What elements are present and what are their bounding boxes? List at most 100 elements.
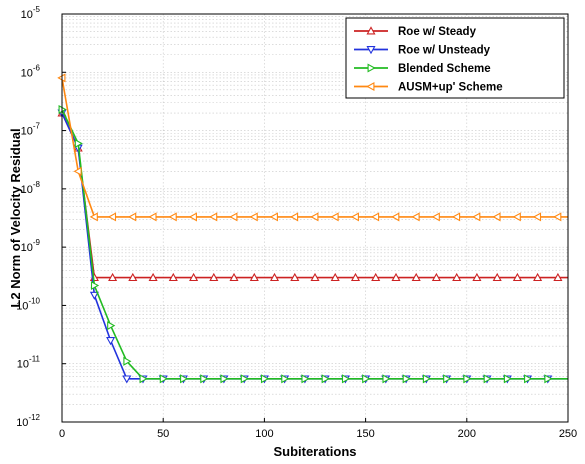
series-point	[341, 374, 351, 384]
y-tick-exponent: -11	[29, 355, 41, 364]
series-point	[310, 212, 319, 222]
series-layer	[57, 73, 568, 384]
y-tick-base: 10	[21, 184, 33, 196]
series-point	[148, 212, 157, 222]
series-point	[330, 272, 340, 282]
series-point	[107, 321, 116, 331]
series-point	[524, 374, 533, 384]
series-point	[290, 272, 300, 282]
series-point	[189, 272, 199, 282]
series-point	[443, 374, 452, 384]
y-tick-base: 10	[21, 67, 33, 79]
series-point	[249, 272, 259, 282]
legend-label: AUSM+up' Scheme	[398, 82, 503, 94]
series-point	[350, 272, 361, 282]
y-tick-base: 10	[21, 242, 33, 254]
x-tick-label: 50	[157, 428, 169, 440]
series-point	[402, 374, 411, 384]
series-point	[362, 374, 371, 384]
legend-item: Roe w/ Unsteady	[354, 45, 491, 57]
x-axis: 0 50 100 150 200 250	[59, 418, 577, 440]
series-point	[108, 272, 118, 282]
legend-label: Roe w/ Steady	[398, 26, 477, 38]
series-point	[553, 212, 562, 222]
y-tick-label: 10-9	[21, 238, 41, 254]
series-point	[472, 212, 481, 222]
series-point	[452, 272, 462, 282]
series-point	[411, 272, 421, 282]
y-tick-label: 10-10	[16, 296, 40, 312]
x-tick-label: 250	[559, 428, 577, 440]
y-tick-exponent: -5	[33, 5, 41, 14]
series-point	[503, 374, 513, 384]
series-point	[229, 272, 239, 282]
series-point	[422, 374, 432, 384]
series-point	[370, 212, 380, 222]
series-point	[229, 212, 238, 222]
series-point	[209, 272, 219, 282]
y-axis-label: L2 Norm of Velocity Residual	[8, 128, 23, 307]
series-point	[391, 272, 401, 282]
series-point	[350, 212, 359, 222]
y-tick-label: 10-5	[21, 5, 41, 21]
y-tick-base: 10	[16, 300, 28, 312]
series-3	[57, 73, 568, 222]
series-point	[532, 212, 542, 222]
series-line	[61, 77, 568, 218]
y-tick-label: 10-12	[16, 413, 40, 429]
legend: Roe w/ Steady Roe w/ Unsteady Blended Sche…	[345, 17, 565, 99]
series-point	[483, 374, 492, 384]
series-point	[451, 212, 461, 222]
series-point	[269, 212, 278, 222]
series-point	[89, 291, 99, 300]
legend-marker	[366, 81, 375, 92]
series-0	[57, 108, 568, 282]
series-point	[168, 272, 178, 282]
series-point	[281, 374, 290, 384]
x-tick-label: 100	[255, 428, 273, 440]
series-line	[61, 112, 568, 380]
legend-item: Roe w/ Steady	[354, 26, 477, 38]
series-point	[371, 272, 381, 282]
legend-label: Roe w/ Unsteady	[398, 45, 491, 57]
series-1	[57, 109, 568, 384]
series-point	[330, 212, 339, 222]
series-point	[209, 212, 218, 222]
y-tick-exponent: -7	[33, 122, 41, 131]
series-point	[269, 272, 280, 282]
y-tick-base: 10	[17, 359, 29, 371]
series-point	[260, 374, 270, 384]
series-point	[220, 374, 229, 384]
series-point	[544, 374, 553, 384]
y-tick-exponent: -12	[28, 413, 40, 422]
series-point	[391, 212, 400, 222]
series-point	[240, 374, 249, 384]
series-point	[123, 356, 132, 366]
series-point	[107, 212, 117, 222]
series-point	[512, 272, 522, 282]
series-point	[321, 374, 330, 384]
y-tick-exponent: -10	[28, 296, 40, 305]
series-point	[512, 212, 521, 222]
x-tick-label: 0	[59, 428, 65, 440]
y-tick-base: 10	[21, 126, 33, 138]
y-tick-label: 10-6	[21, 63, 41, 79]
series-point	[128, 272, 138, 282]
series-point	[180, 374, 189, 384]
y-tick-exponent: -8	[33, 180, 41, 189]
series-point	[431, 272, 441, 282]
y-tick-label: 10-8	[21, 180, 41, 196]
y-tick-label: 10-11	[17, 355, 41, 371]
series-point	[106, 337, 116, 346]
series-point	[533, 272, 543, 282]
y-tick-exponent: -6	[33, 63, 41, 72]
series-point	[148, 272, 158, 282]
series-point	[492, 212, 501, 222]
legend-marker	[366, 46, 376, 55]
y-tick-base: 10	[21, 9, 33, 21]
x-tick-label: 200	[458, 428, 476, 440]
series-point	[159, 374, 168, 384]
series-point	[290, 212, 299, 222]
